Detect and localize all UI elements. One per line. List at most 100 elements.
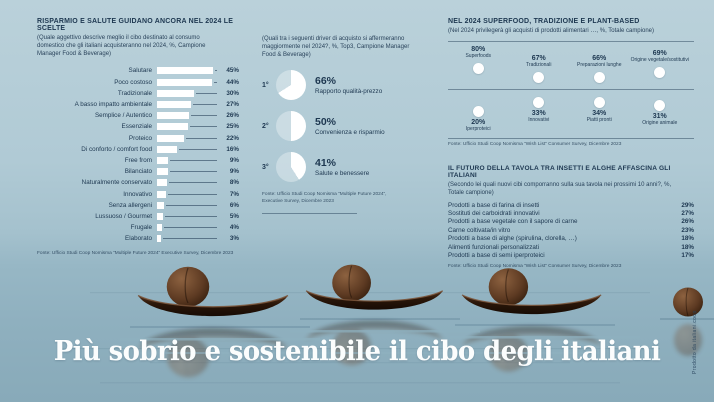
bar-area (157, 235, 219, 243)
driver-rank: 3° (262, 163, 269, 171)
dot-marker-icon (593, 71, 605, 83)
future-row: Prodotti a base vegetale con il sapore d… (448, 218, 694, 226)
future-value: 17% (681, 251, 694, 259)
bar-value: 6% (229, 201, 239, 209)
superfood-subtitle: (Nel 2024 privilegerà gli acquisti di pr… (448, 28, 654, 34)
drivers-list: 1° 66% Rapporto qualità-prezzo 2° 50% Co… (262, 70, 424, 183)
bar-value: 9% (229, 156, 239, 164)
future-subtitle: (Secondo lei quali nuovi cibi comporrann… (448, 182, 672, 196)
bar-area (157, 168, 219, 176)
leader-line (213, 81, 217, 83)
superfood-row2: 20% Iperproteici 33% Innovativi 34% Piat… (448, 94, 694, 133)
leader-line (170, 171, 217, 173)
future-label: Prodotti a base di farina di insetti (448, 201, 540, 209)
bar-row: Proteico 22% (37, 133, 243, 144)
superfood-value: 20% (471, 118, 486, 126)
walnut-boat-left (137, 266, 289, 317)
bar (157, 190, 166, 198)
bar-area (157, 145, 219, 153)
bar-row: Free from 9% (37, 155, 243, 166)
future-row: Prodotti a base di semi iperproteici 17% (448, 252, 694, 260)
bar-area (157, 212, 219, 220)
superfood-source: Fonte: Ufficio Studi Coop Nomisma “Wish … (448, 142, 622, 148)
bar-area (157, 190, 219, 198)
superfood-label: Tradizionali (526, 61, 552, 68)
bar-area (157, 67, 219, 75)
bar-row: Elaborato 3% (37, 233, 243, 244)
superfood-item: 67% Tradizionali (509, 55, 570, 83)
bar (157, 89, 195, 97)
future-value: 18% (681, 235, 694, 243)
bar (157, 101, 191, 109)
bar-label: Lussuoso / Gourmet (95, 212, 152, 220)
bar-area (157, 123, 219, 131)
bar (157, 224, 162, 232)
bar-value: 3% (229, 235, 239, 243)
bar-label: Salutare (128, 67, 152, 75)
superfood-item: 80% Superfoods (448, 46, 509, 83)
bar (157, 212, 164, 220)
superfood-rule-top (448, 40, 694, 42)
future-label: Carne coltivata/in vitro (448, 226, 511, 234)
future-source: Fonte: Ufficio Studi Coop Nomisma “Wish … (448, 264, 622, 270)
bar (157, 145, 177, 153)
superfood-row1: 80% Superfoods 67% Tradizionali 66% Prep… (448, 46, 694, 83)
future-label: Sostituti dei carboidrati innovativi (448, 209, 540, 217)
bar-label: Essenziale (121, 123, 152, 131)
bar-value: 26% (226, 112, 239, 120)
driver-item: 1° 66% Rapporto qualità-prezzo (262, 70, 424, 101)
bar-area (157, 134, 219, 142)
superfood-value: 67% (531, 54, 546, 62)
bar-row: Tradizionale 30% (37, 88, 243, 99)
future-value: 29% (681, 201, 694, 209)
dot-marker-icon (533, 71, 545, 83)
driver-value: 41% (315, 157, 337, 170)
bar-row: Di conforto / comfort food 16% (37, 144, 243, 155)
bar-area (157, 112, 219, 120)
bar-area (157, 201, 219, 209)
driver-item: 2° 50% Convenienza e risparmio (262, 111, 424, 142)
superfood-label: Origine vegetale/sostitutivi (630, 56, 689, 63)
bar-label: Semplice / Autentico (94, 112, 152, 120)
bar-value: 4% (229, 224, 239, 232)
superfood-item: 66% Preparazioni lunghe (569, 55, 630, 83)
driver-value: 66% (315, 75, 337, 88)
adjectives-subtitle: (Quale aggettivo descrive meglio il cibo… (37, 35, 206, 57)
driver-text: 50% Convenienza e risparmio (315, 116, 385, 136)
bar-label: Bilanciato (124, 168, 152, 176)
leader-line (162, 238, 217, 240)
pie-chart-icon (276, 111, 306, 142)
bar-label: Poco costoso (114, 78, 152, 86)
future-label: Prodotti a base vegetale con il sapore d… (448, 218, 578, 226)
future-value: 27% (681, 209, 694, 217)
bar-area (157, 101, 219, 109)
bar-value: 25% (226, 123, 239, 131)
superfood-rule-mid (448, 88, 694, 90)
bar-value: 7% (229, 190, 239, 198)
driver-item: 3° 41% Salute e benessere (262, 152, 424, 183)
hero-title: Più sobrio e sostenibile il cibo degli i… (53, 336, 661, 367)
bar (157, 134, 185, 142)
bar-area (157, 89, 219, 97)
superfood-panel: NEL 2024 SUPERFOOD, TRADIZIONE E PLANT-B… (448, 18, 694, 149)
bar (157, 179, 167, 187)
future-row: Sostituti dei carboidrati innovativi 27% (448, 210, 694, 218)
bar-row: Naturalmente conservato 8% (37, 177, 243, 188)
superfood-item: 34% Piatti pronti (569, 96, 630, 133)
walnut-boat-right (461, 267, 602, 315)
superfood-value: 31% (652, 112, 667, 120)
bar (157, 156, 169, 164)
boat-reflections (137, 319, 702, 378)
bar-area (157, 179, 219, 187)
future-panel: IL FUTURO DELLA TAVOLA TRA INSETTI E ALG… (448, 165, 694, 271)
bar-value: 22% (226, 134, 239, 142)
superfood-value: 33% (531, 109, 546, 117)
dot-marker-icon (472, 62, 484, 74)
superfood-label: Origine animale (642, 119, 678, 126)
adjectives-title-row: RISPARMIO E SALUTE GUIDANO ANCORA NEL 20… (37, 18, 243, 32)
dot-marker-icon (533, 96, 545, 108)
dot-marker-icon (472, 105, 484, 117)
bar-row: Frugale 4% (37, 222, 243, 233)
leader-line (192, 104, 217, 106)
